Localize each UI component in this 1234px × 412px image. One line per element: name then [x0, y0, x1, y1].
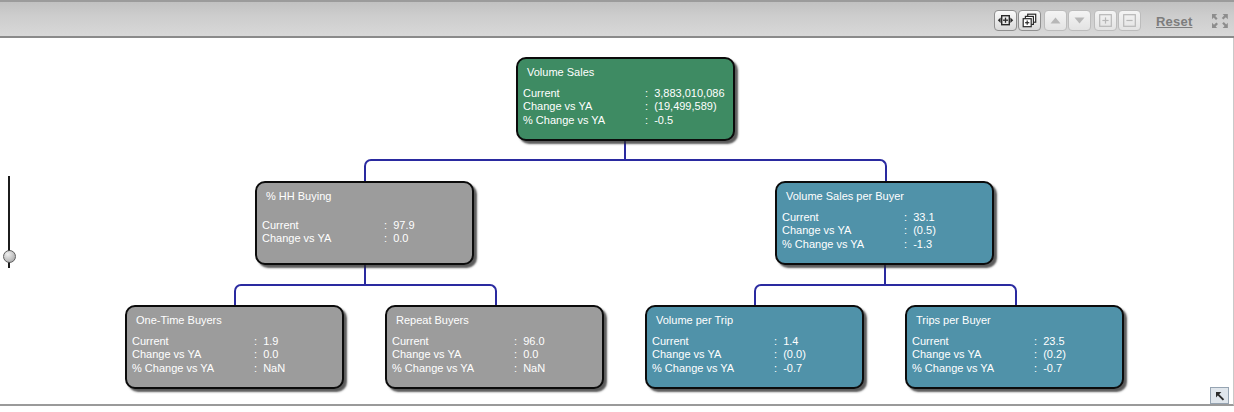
- tree-canvas: Volume Sales Current3,883,010,086 Change…: [0, 38, 1234, 406]
- move-down-button[interactable]: [1068, 10, 1091, 31]
- node-volume-sales[interactable]: Volume Sales Current3,883,010,086 Change…: [516, 57, 735, 141]
- move-up-button[interactable]: [1044, 10, 1067, 31]
- metric-row: Change vs YA(0.2): [912, 348, 1117, 361]
- metric-row: Current97.9: [262, 219, 467, 232]
- connector-level2-bracket: [364, 159, 887, 181]
- arrow-up-left-icon: [1214, 390, 1226, 402]
- metric-row: Change vs YA0.0: [132, 348, 337, 361]
- fit-width-icon: [997, 14, 1014, 27]
- metric-row: % Change vs YANaN: [132, 362, 337, 375]
- metric-row: Change vs YA(0.5): [782, 224, 987, 237]
- toolbar: Reset: [0, 0, 1234, 38]
- connector-right-bracket: [754, 284, 1017, 305]
- collapse-panel-button[interactable]: [1210, 387, 1229, 404]
- cascade-levels-button[interactable]: [1018, 10, 1041, 31]
- node-hh-buying[interactable]: % HH Buying Current97.9 Change vs YA0.0: [255, 181, 474, 265]
- metric-row: % Change vs YA-0.7: [912, 362, 1117, 375]
- arrow-down-icon: [1074, 17, 1085, 24]
- node-repeat-buyers[interactable]: Repeat Buyers Current96.0 Change vs YA0.…: [385, 305, 604, 389]
- cascade-icon: [1022, 13, 1037, 28]
- metric-row: Current1.4: [652, 335, 857, 348]
- metric-row: Current1.9: [132, 335, 337, 348]
- metric-row: Change vs YA0.0: [392, 348, 597, 361]
- metric-row: Current96.0: [392, 335, 597, 348]
- fit-width-button[interactable]: [994, 10, 1017, 31]
- node-volume-sales-per-buyer[interactable]: Volume Sales per Buyer Current33.1 Chang…: [775, 181, 994, 265]
- connector-left-bracket: [234, 284, 497, 305]
- reset-link[interactable]: Reset: [1156, 14, 1192, 29]
- metric-row: % Change vs YANaN: [392, 362, 597, 375]
- metric-row: Current33.1: [782, 211, 987, 224]
- connector-right-stem: [884, 262, 886, 285]
- fullscreen-button[interactable]: [1211, 13, 1229, 29]
- connector-left-stem: [364, 262, 366, 285]
- arrow-up-icon: [1050, 17, 1061, 24]
- node-title: % HH Buying: [266, 190, 467, 202]
- node-one-time-buyers[interactable]: One-Time Buyers Current1.9 Change vs YA0…: [125, 305, 344, 389]
- expand-node-button[interactable]: [1094, 10, 1117, 31]
- node-title: One-Time Buyers: [136, 314, 337, 326]
- node-title: Volume Sales per Buyer: [786, 190, 987, 202]
- node-volume-per-trip[interactable]: Volume per Trip Current1.4 Change vs YA(…: [645, 305, 864, 389]
- node-trips-per-buyer[interactable]: Trips per Buyer Current23.5 Change vs YA…: [905, 305, 1124, 389]
- metric-row: Change vs YA(19,499,589): [523, 100, 728, 113]
- minus-box-icon: [1123, 14, 1136, 27]
- decomposition-tree-app: Reset Volume Sales C: [0, 0, 1234, 412]
- metric-row: % Change vs YA-1.3: [782, 238, 987, 251]
- node-title: Trips per Buyer: [916, 314, 1117, 326]
- collapse-node-button[interactable]: [1118, 10, 1141, 31]
- expand-arrows-icon: [1211, 13, 1229, 29]
- metric-row: % Change vs YA-0.5: [523, 114, 728, 127]
- metric-row: Current23.5: [912, 335, 1117, 348]
- zoom-slider-knob[interactable]: [3, 250, 16, 263]
- metric-row: Current3,883,010,086: [523, 87, 728, 100]
- connector-root-stem: [624, 139, 626, 160]
- plus-box-icon: [1099, 14, 1112, 27]
- node-title: Volume per Trip: [656, 314, 857, 326]
- metric-row: Change vs YA0.0: [262, 232, 467, 245]
- node-title: Repeat Buyers: [396, 314, 597, 326]
- metric-row: Change vs YA(0.0): [652, 348, 857, 361]
- metric-row: % Change vs YA-0.7: [652, 362, 857, 375]
- node-title: Volume Sales: [527, 66, 728, 78]
